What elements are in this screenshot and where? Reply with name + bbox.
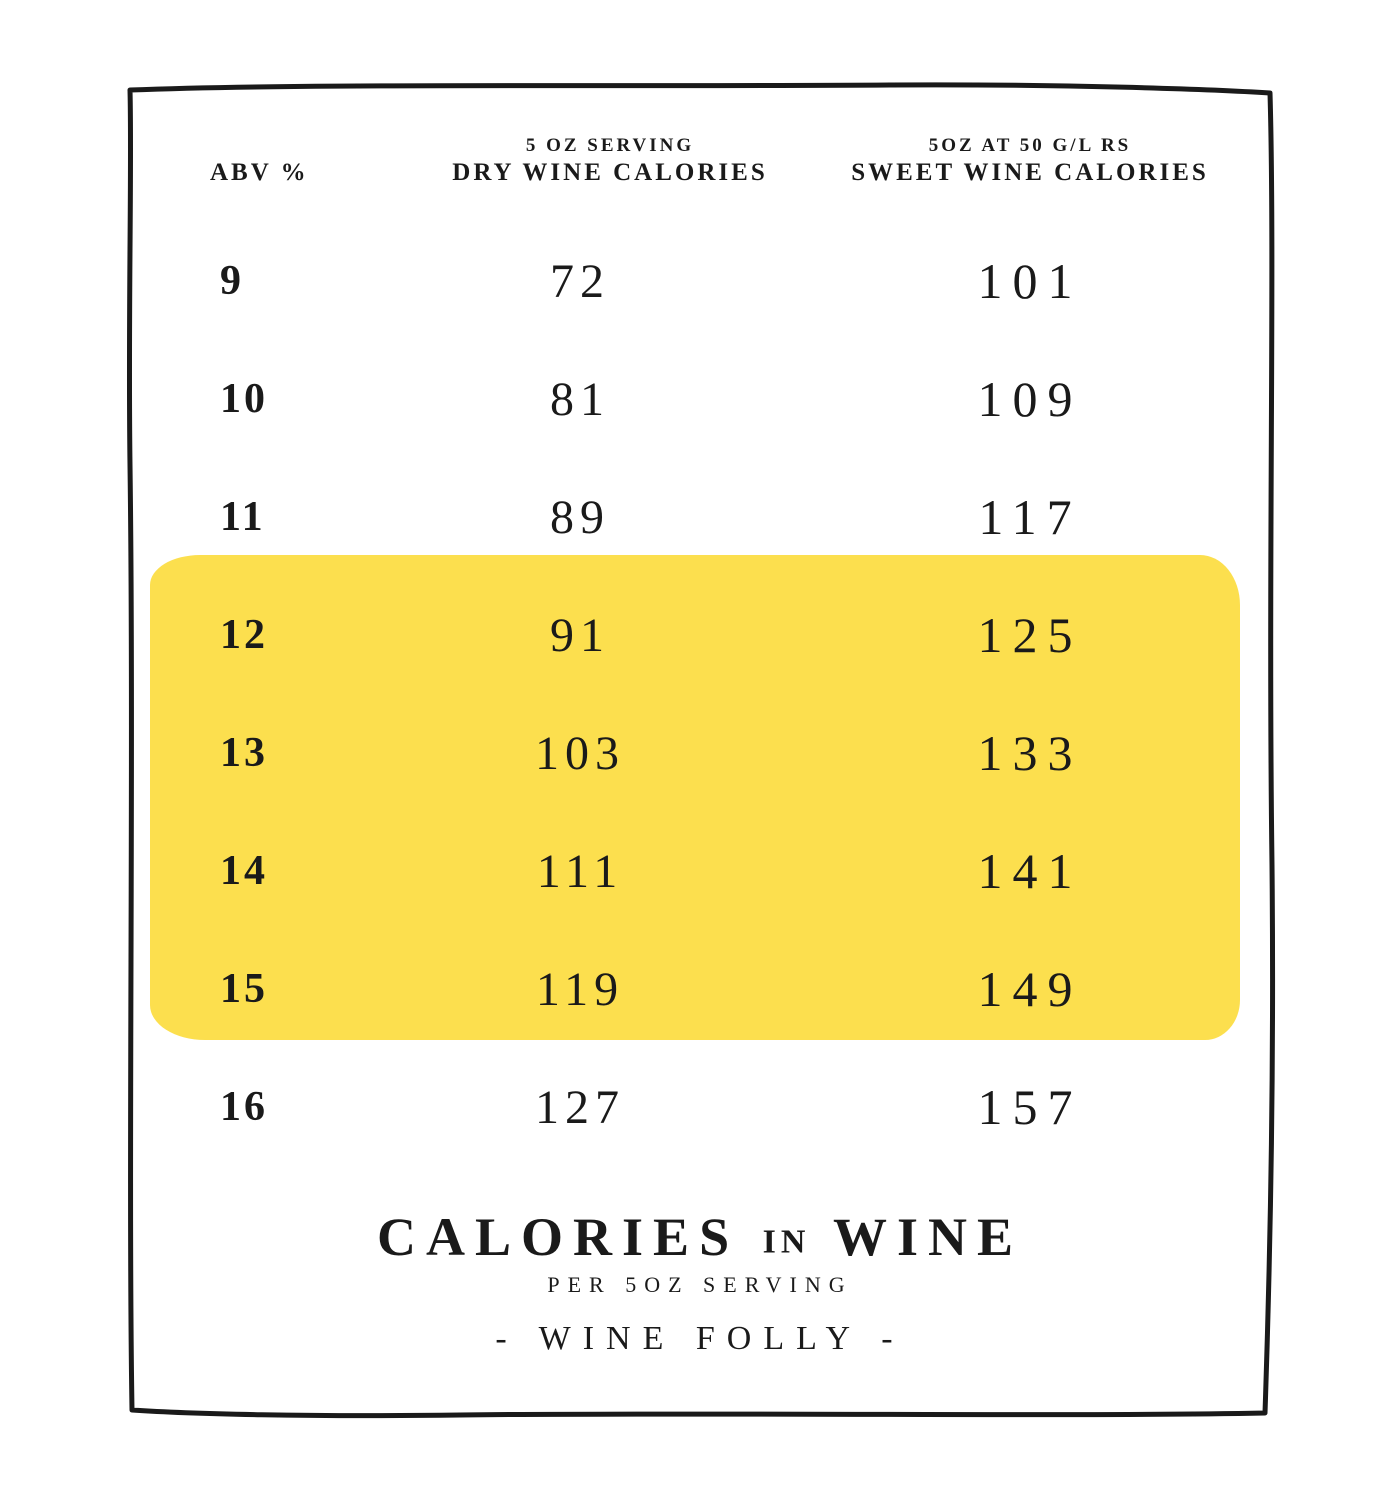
footer-title-pre: CALORIES	[377, 1207, 739, 1267]
table-row: 13 103 133	[200, 694, 1200, 812]
cell-abv: 13	[200, 729, 400, 777]
cell-dry: 72	[400, 254, 820, 309]
table-row: 12 91 125	[200, 576, 1200, 694]
cell-sweet: 149	[820, 960, 1240, 1018]
cell-abv: 12	[200, 611, 400, 659]
header-abv-label: ABV %	[210, 159, 309, 187]
cell-dry: 127	[400, 1080, 820, 1135]
table-headers: ABV % 5 oz Serving Dry Wine Calories 5oz…	[200, 135, 1200, 187]
table-row: 16 127 157	[200, 1048, 1200, 1166]
cell-sweet: 109	[820, 370, 1240, 428]
cell-abv: 14	[200, 847, 400, 895]
cell-sweet: 117	[820, 488, 1240, 546]
footer-credit: - WINE FOLLY -	[200, 1320, 1200, 1358]
table-row: 15 119 149	[200, 930, 1200, 1048]
table-row: 9 72 101	[200, 222, 1200, 340]
header-dry: 5 oz Serving Dry Wine Calories	[400, 135, 820, 187]
cell-dry: 103	[400, 726, 820, 781]
calories-card: ABV % 5 oz Serving Dry Wine Calories 5oz…	[110, 65, 1290, 1435]
header-dry-sub: 5 oz Serving	[526, 135, 694, 157]
table-row: 10 81 109	[200, 340, 1200, 458]
cell-dry: 119	[400, 962, 820, 1017]
card-content: ABV % 5 oz Serving Dry Wine Calories 5oz…	[200, 135, 1200, 1358]
cell-abv: 9	[200, 257, 400, 305]
table-row: 14 111 141	[200, 812, 1200, 930]
cell-abv: 15	[200, 965, 400, 1013]
header-sweet: 5oz at 50 g/L RS Sweet Wine Calories	[820, 135, 1240, 187]
cell-dry: 81	[400, 372, 820, 427]
cell-sweet: 125	[820, 606, 1240, 664]
cell-dry: 89	[400, 490, 820, 545]
header-sweet-sub: 5oz at 50 g/L RS	[929, 135, 1132, 157]
header-dry-main: Dry Wine Calories	[452, 159, 767, 187]
table-row: 11 89 117	[200, 458, 1200, 576]
footer-sub: per 5oz serving	[200, 1272, 1200, 1298]
cell-abv: 16	[200, 1083, 400, 1131]
cell-sweet: 133	[820, 724, 1240, 782]
cell-abv: 11	[200, 493, 400, 541]
cell-abv: 10	[200, 375, 400, 423]
cell-sweet: 101	[820, 252, 1240, 310]
header-abv: ABV %	[200, 135, 400, 187]
footer-title-mid: in	[763, 1224, 811, 1261]
footer-title: CALORIES in WINE	[200, 1206, 1200, 1268]
header-sweet-main: Sweet Wine Calories	[851, 159, 1209, 187]
cell-sweet: 141	[820, 842, 1240, 900]
cell-dry: 111	[400, 844, 820, 899]
cell-sweet: 157	[820, 1078, 1240, 1136]
footer: CALORIES in WINE per 5oz serving - WINE …	[200, 1206, 1200, 1358]
footer-title-post: WINE	[833, 1207, 1023, 1267]
cell-dry: 91	[400, 608, 820, 663]
